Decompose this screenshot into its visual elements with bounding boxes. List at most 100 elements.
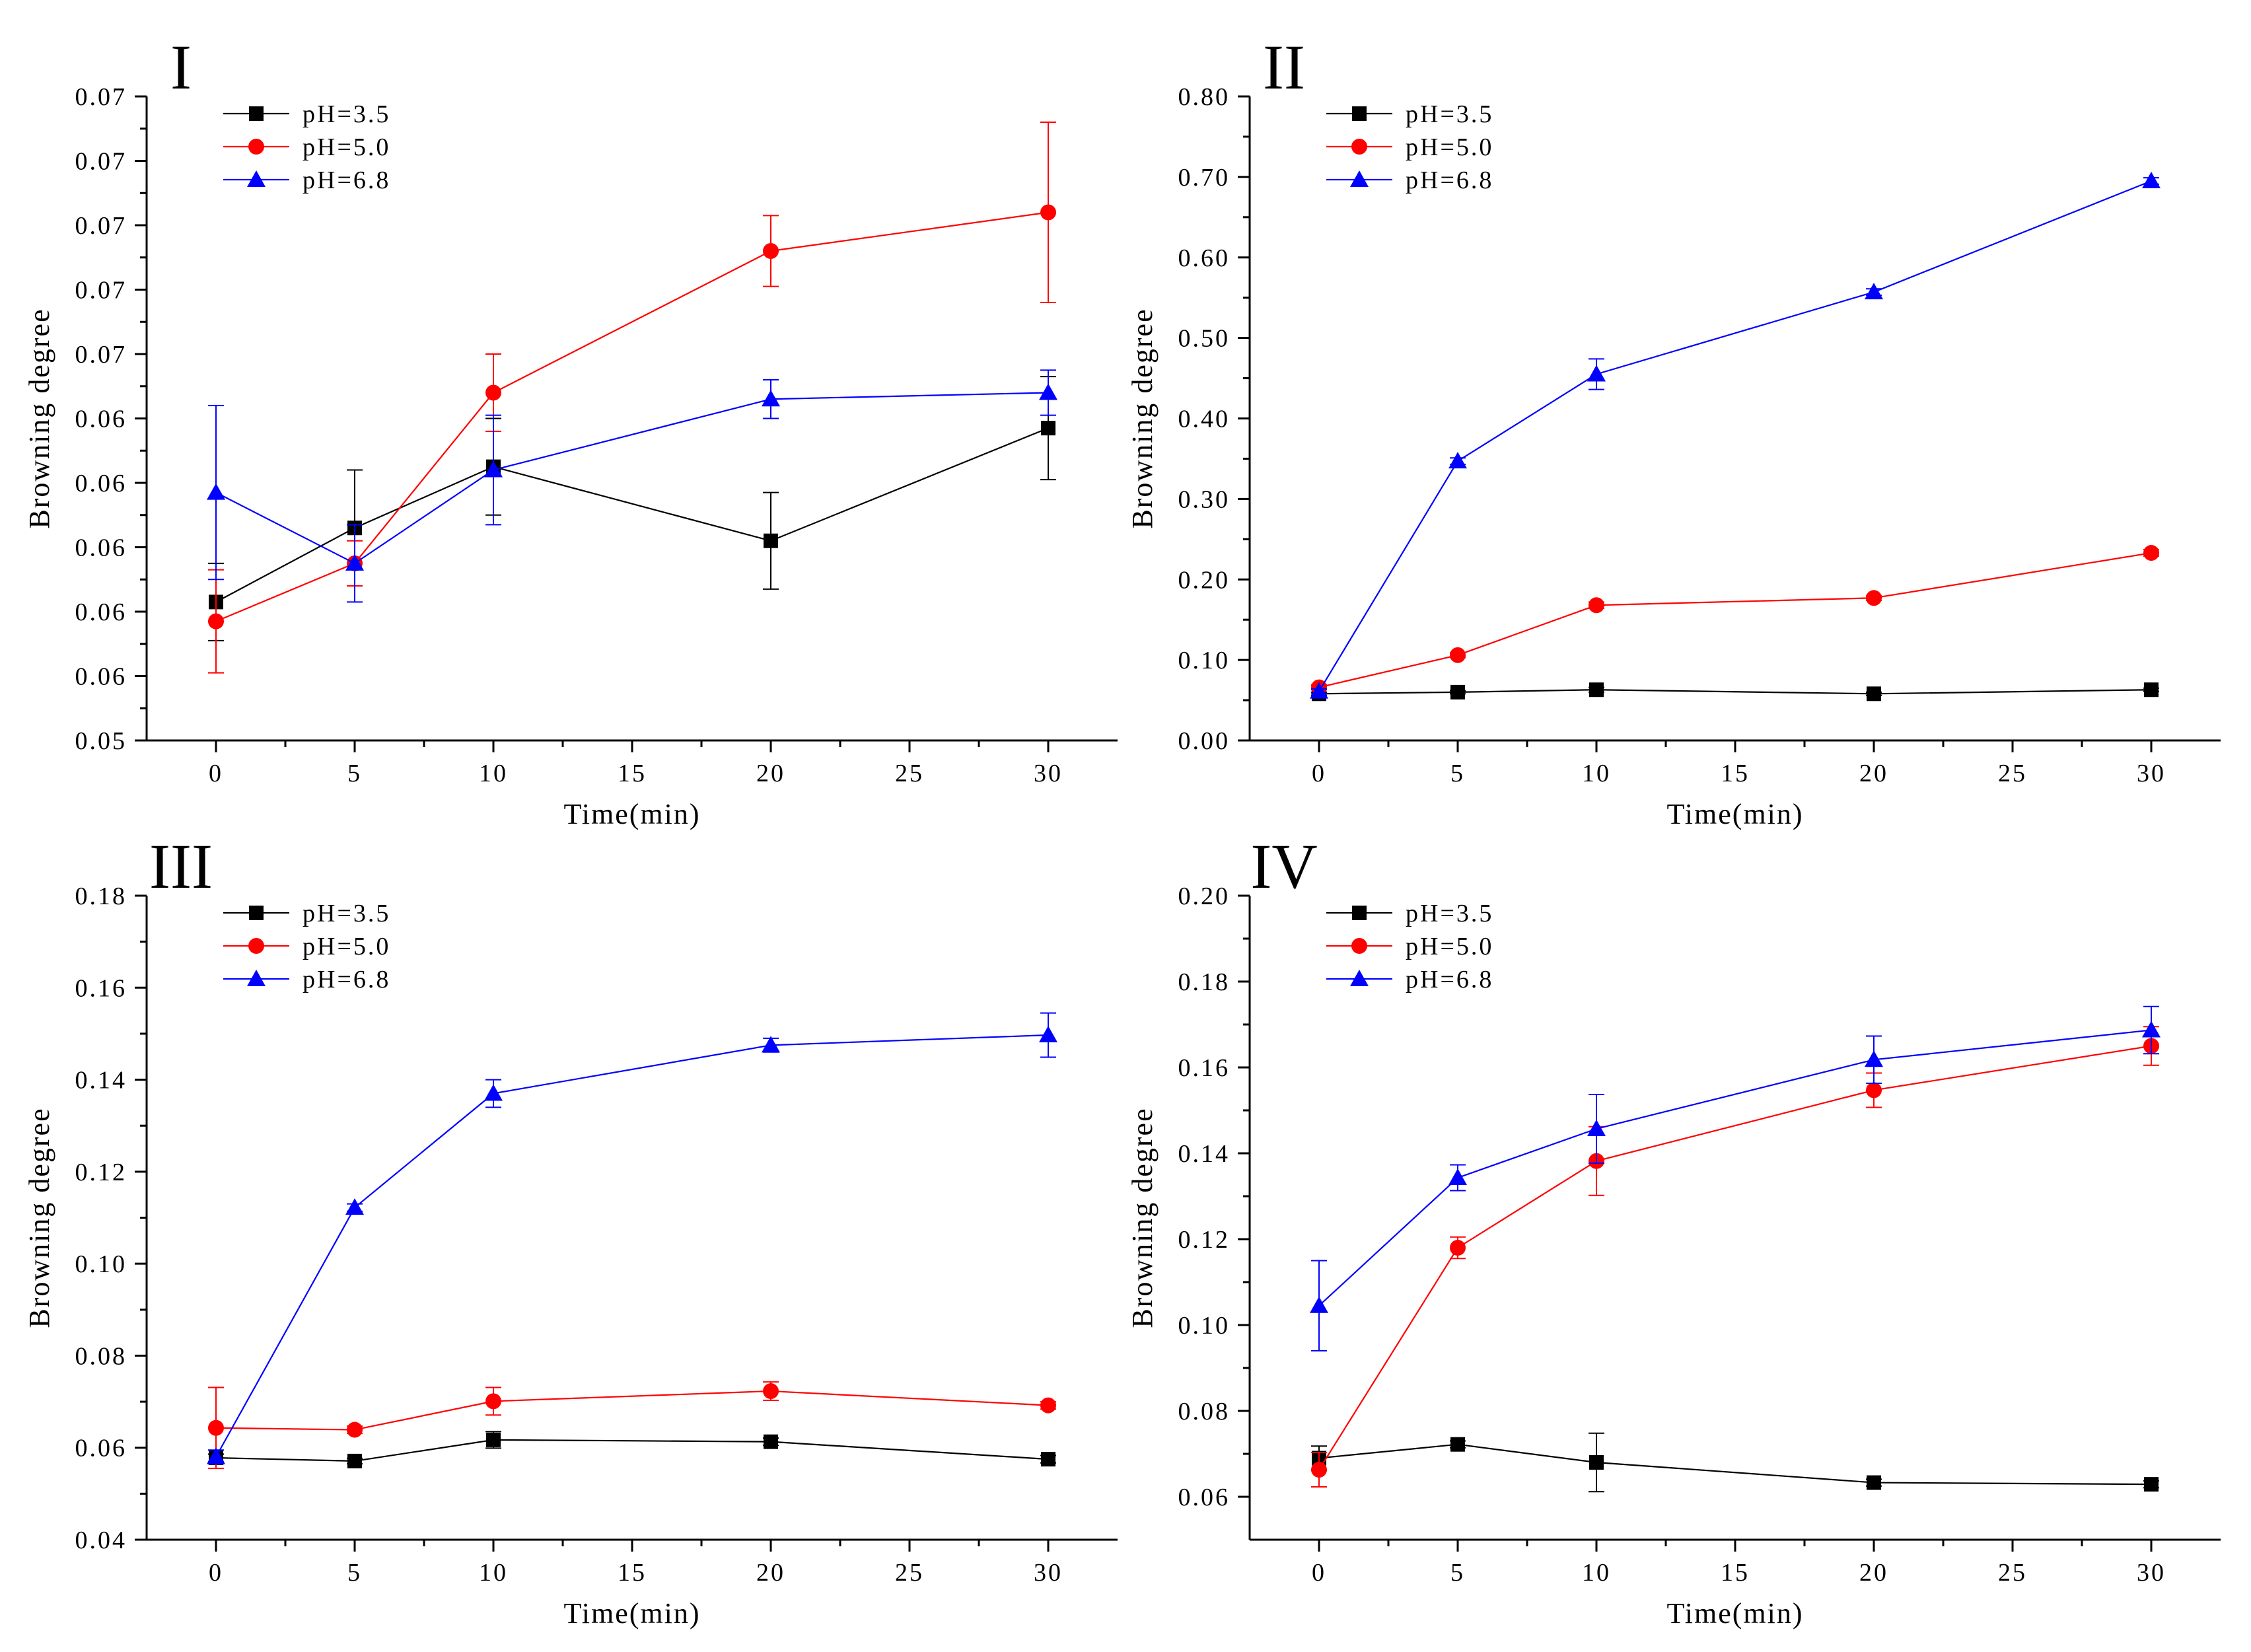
- y-tick-label: 0.14: [1178, 1140, 1231, 1168]
- data-point: [762, 1036, 780, 1053]
- y-axis-label: Browning degree: [1126, 1107, 1159, 1328]
- legend: pH=3.5 pH=5.0 pH=6.8: [223, 900, 390, 993]
- y-tick-label: 0.80: [1178, 83, 1231, 111]
- legend: pH=3.5 pH=5.0 pH=6.8: [1326, 100, 1493, 194]
- y-tick-label: 0.07: [75, 341, 127, 369]
- data-point: [763, 1383, 779, 1400]
- legend-label: pH=5.0: [1406, 933, 1493, 960]
- data-point: [1311, 1462, 1327, 1478]
- data-point: [345, 554, 364, 571]
- x-tick-label: 25: [895, 760, 924, 787]
- data-point: [1867, 686, 1881, 701]
- data-point: [208, 1419, 224, 1436]
- data-point: [1589, 597, 1604, 614]
- data-point: [485, 384, 501, 401]
- y-tick-label: 0.10: [75, 1250, 127, 1278]
- y-tick-label: 0.20: [1178, 566, 1231, 594]
- y-tick-label: 0.06: [75, 406, 127, 433]
- series-pH=3.5: [1311, 1432, 2159, 1493]
- y-tick-label: 0.16: [1178, 1054, 1231, 1082]
- y-tick-label: 0.12: [1178, 1226, 1231, 1254]
- data-point: [1450, 1240, 1466, 1256]
- data-point: [762, 390, 780, 407]
- data-point: [208, 613, 224, 629]
- x-tick-label: 25: [1998, 1559, 2027, 1587]
- x-tick-label: 10: [479, 760, 508, 787]
- series-line: [1318, 1045, 2152, 1470]
- series-pH=6.8: [207, 1012, 1057, 1465]
- legend-marker: [248, 938, 264, 954]
- data-point: [2144, 682, 2159, 698]
- data-point: [347, 1421, 363, 1438]
- y-tick-label: 0.16: [75, 974, 127, 1002]
- x-tick-label: 30: [1034, 760, 1063, 787]
- y-tick-label: 0.07: [75, 83, 127, 111]
- legend-marker: [249, 906, 264, 920]
- data-point: [1448, 1168, 1467, 1186]
- y-tick-label: 0.30: [1178, 485, 1231, 513]
- panel-label: I: [170, 32, 192, 102]
- data-point: [484, 1084, 503, 1101]
- legend-label: pH=5.0: [1406, 133, 1493, 161]
- series-line: [1318, 689, 2152, 695]
- data-point: [2144, 1477, 2159, 1492]
- legend-label: pH=3.5: [1406, 900, 1493, 927]
- data-point: [1041, 1452, 1055, 1467]
- y-tick-label: 0.10: [1178, 647, 1231, 674]
- data-point: [1450, 647, 1466, 663]
- y-tick-label: 0.06: [75, 534, 127, 562]
- panel-III: 0 5 10 15 20 25 30 0.04 0.06 0.08 0.10 0.12 0.14 0.16…: [23, 831, 1118, 1630]
- data-point: [1865, 283, 1883, 300]
- series-pH=5.0: [208, 122, 1056, 674]
- series-line: [215, 1390, 1049, 1431]
- data-point: [207, 1447, 225, 1464]
- data-point: [764, 1434, 778, 1449]
- series-line: [215, 392, 1049, 565]
- y-tick-label: 0.06: [1178, 1484, 1231, 1511]
- data-point: [1310, 1296, 1328, 1313]
- legend-label: pH=5.0: [303, 133, 390, 161]
- series-line: [1318, 552, 2152, 688]
- data-point: [1589, 1455, 1604, 1470]
- x-tick-label: 15: [1721, 760, 1750, 787]
- data-point: [207, 483, 225, 500]
- series-line: [1318, 180, 2152, 692]
- legend-label: pH=3.5: [303, 100, 390, 128]
- y-tick-label: 0.07: [75, 148, 127, 176]
- series-pH=3.5: [208, 376, 1056, 641]
- data-point: [1448, 452, 1467, 469]
- data-point: [347, 1453, 362, 1468]
- data-point: [1450, 684, 1465, 700]
- x-axis-label: Time(min): [563, 1597, 700, 1630]
- y-tick-label: 0.50: [1178, 325, 1231, 353]
- x-tick-label: 10: [479, 1559, 508, 1587]
- data-point: [1587, 1119, 1606, 1136]
- x-tick-label: 20: [756, 1559, 785, 1587]
- y-tick-label: 0.14: [75, 1067, 127, 1095]
- legend-marker: [247, 170, 266, 187]
- x-axis-label: Time(min): [1666, 798, 1803, 830]
- y-tick-label: 0.07: [75, 277, 127, 305]
- legend-label: pH=6.8: [303, 966, 390, 993]
- series-pH=5.0: [208, 1381, 1056, 1470]
- y-tick-label: 0.20: [1178, 882, 1231, 910]
- legend-marker: [1352, 906, 1367, 920]
- legend-marker: [1351, 139, 1367, 155]
- x-tick-label: 30: [2137, 760, 2166, 787]
- data-point: [1039, 383, 1057, 400]
- x-tick-label: 5: [347, 760, 362, 787]
- data-point: [2143, 545, 2159, 561]
- y-tick-label: 0.18: [75, 882, 127, 910]
- data-point: [1040, 204, 1056, 221]
- data-point: [485, 1393, 501, 1410]
- x-tick-label: 0: [209, 760, 223, 787]
- legend-marker: [1350, 970, 1369, 986]
- panel-label: II: [1263, 32, 1305, 102]
- data-point: [1867, 1475, 1881, 1490]
- data-point: [2142, 171, 2161, 188]
- series-line: [215, 427, 1049, 603]
- y-tick-label: 0.06: [75, 598, 127, 626]
- x-tick-label: 0: [209, 1559, 223, 1587]
- data-point: [1450, 1437, 1465, 1452]
